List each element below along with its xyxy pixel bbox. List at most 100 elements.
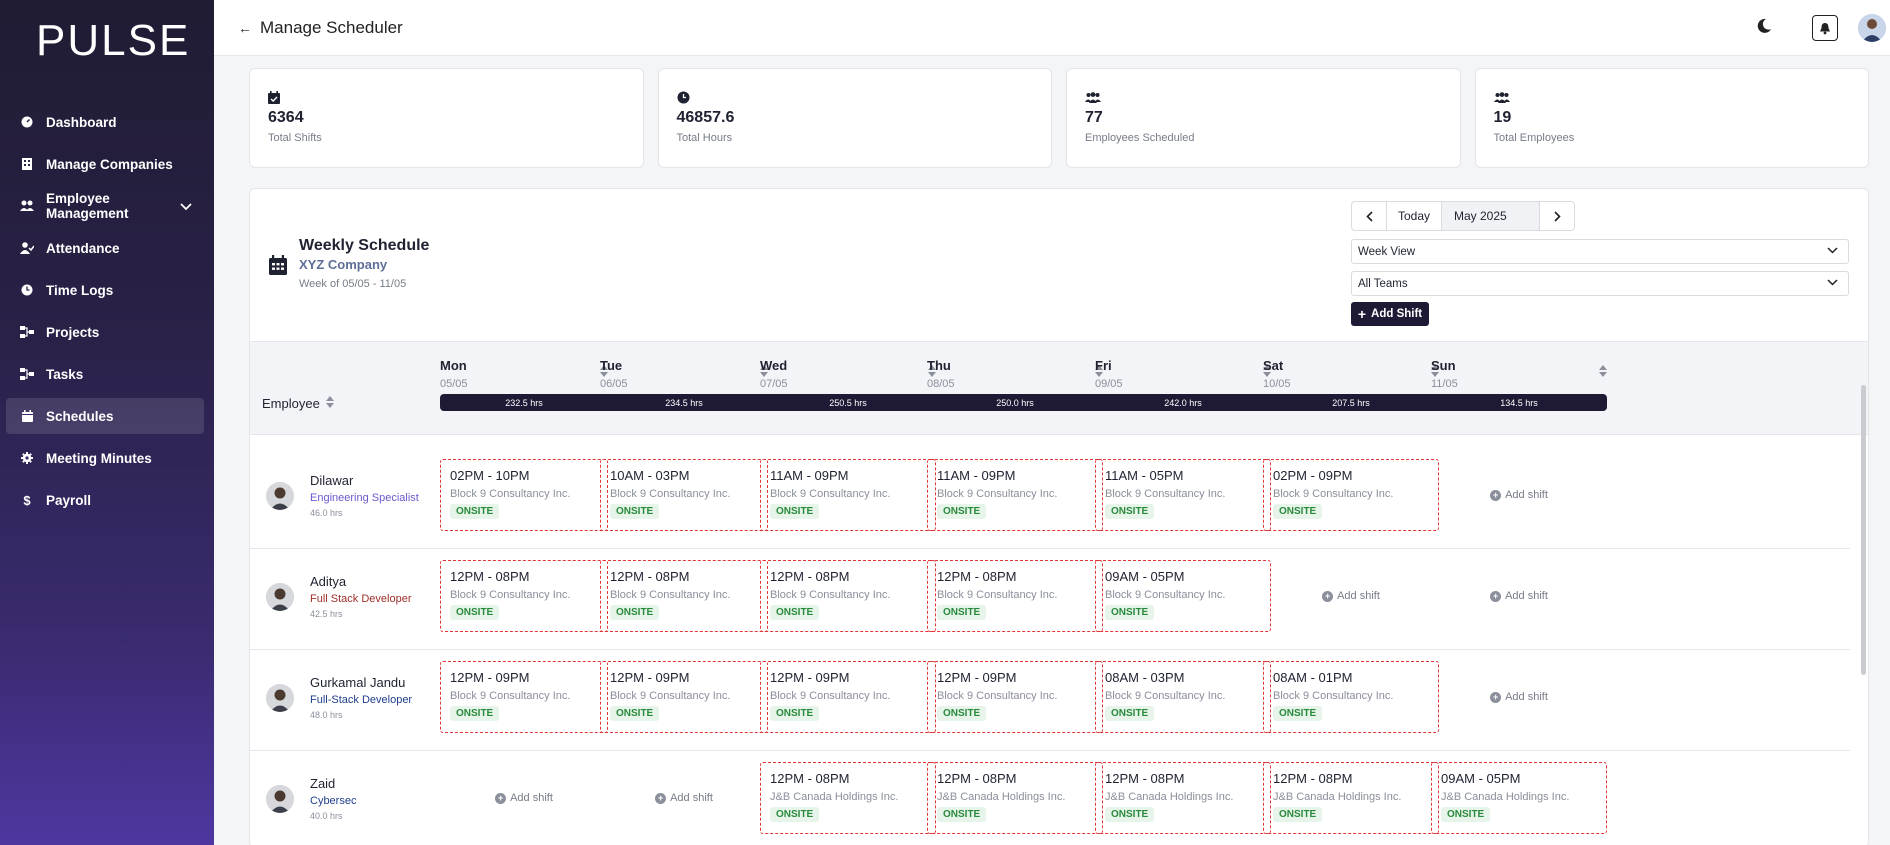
notifications-button[interactable]	[1812, 15, 1838, 41]
sidebar-item-employee-management[interactable]: Employee Management	[6, 188, 204, 224]
shift-card[interactable]: 12PM - 08PM J&B Canada Holdings Inc. ONSIT…	[927, 762, 1103, 834]
sidebar-item-dashboard[interactable]: Dashboard	[6, 104, 204, 140]
onsite-badge: ONSITE	[937, 605, 987, 620]
sort-icon	[1599, 364, 1607, 382]
shift-card[interactable]: 12PM - 09PM Block 9 Consultancy Inc. ONSIT…	[760, 661, 936, 733]
day-header-tue[interactable]: Tue 06/05 234.5 hrs	[600, 358, 768, 411]
shift-card[interactable]: 11AM - 05PM Block 9 Consultancy Inc. ONSIT…	[1095, 459, 1271, 531]
page-title: Manage Scheduler	[260, 18, 403, 37]
shift-time: 12PM - 08PM	[937, 771, 1017, 786]
moon-icon[interactable]	[1756, 18, 1776, 38]
add-shift-cell-button[interactable]: + Add shift	[1263, 560, 1439, 632]
sidebar-item-time-logs[interactable]: Time Logs	[6, 272, 204, 308]
shift-cell: 02PM - 10PM Block 9 Consultancy Inc. ONSIT…	[440, 459, 608, 531]
day-header-sun[interactable]: Sun 11/05 134.5 hrs	[1431, 358, 1607, 411]
sitemap-icon	[20, 367, 34, 381]
employee-column-header[interactable]: Employee	[262, 396, 334, 411]
calendar-check-icon	[268, 91, 282, 105]
day-header-sat[interactable]: Sat 10/05 207.5 hrs	[1263, 358, 1439, 411]
chevron-right-icon	[1553, 210, 1561, 222]
day-header-wed[interactable]: Wed 07/05 250.5 hrs	[760, 358, 936, 411]
day-header-thu[interactable]: Thu 08/05 250.0 hrs	[927, 358, 1103, 411]
shift-card[interactable]: 11AM - 09PM Block 9 Consultancy Inc. ONSIT…	[760, 459, 936, 531]
team-select-value: All Teams	[1358, 277, 1408, 290]
employee-name[interactable]: Dilawar	[310, 473, 354, 488]
shift-company: Block 9 Consultancy Inc.	[937, 488, 1058, 500]
team-select[interactable]: All Teams	[1351, 271, 1849, 296]
user-avatar[interactable]	[1858, 14, 1886, 42]
onsite-badge: ONSITE	[1105, 504, 1155, 519]
shift-card[interactable]: 12PM - 09PM Block 9 Consultancy Inc. ONSIT…	[927, 661, 1103, 733]
onsite-badge: ONSITE	[450, 504, 500, 519]
add-shift-button[interactable]: + Add Shift	[1351, 302, 1429, 326]
employee-name[interactable]: Aditya	[310, 574, 347, 589]
shift-card[interactable]: 08AM - 03PM Block 9 Consultancy Inc. ONSIT…	[1095, 661, 1271, 733]
sidebar-item-projects[interactable]: Projects	[6, 314, 204, 350]
prev-button[interactable]	[1352, 202, 1386, 230]
sidebar-item-schedules[interactable]: Schedules	[6, 398, 204, 434]
stat-value: 19	[1493, 109, 1512, 126]
shift-company: Block 9 Consultancy Inc.	[770, 488, 891, 500]
employee-hours: 46.0 hrs	[310, 508, 343, 518]
onsite-badge: ONSITE	[1105, 807, 1155, 822]
shift-card[interactable]: 02PM - 10PM Block 9 Consultancy Inc. ONSIT…	[440, 459, 608, 531]
shift-card[interactable]: 12PM - 08PM J&B Canada Holdings Inc. ONSIT…	[1095, 762, 1271, 834]
sidebar-item-attendance[interactable]: Attendance	[6, 230, 204, 266]
shift-card[interactable]: 12PM - 09PM Block 9 Consultancy Inc. ONSIT…	[600, 661, 768, 733]
shift-company: Block 9 Consultancy Inc.	[1105, 589, 1226, 601]
shift-time: 09AM - 05PM	[1105, 569, 1185, 584]
employee-role: Full-Stack Developer	[310, 694, 413, 706]
plus-circle-icon: +	[655, 792, 667, 804]
add-shift-cell-button[interactable]: + Add shift	[1431, 459, 1607, 531]
shift-card[interactable]: 12PM - 08PM Block 9 Consultancy Inc. ONSIT…	[760, 560, 936, 632]
shift-card[interactable]: 12PM - 08PM J&B Canada Holdings Inc. ONSIT…	[760, 762, 936, 834]
add-shift-cell-button[interactable]: + Add shift	[440, 762, 608, 834]
shift-card[interactable]: 10AM - 03PM Block 9 Consultancy Inc. ONSIT…	[600, 459, 768, 531]
sidebar-item-tasks[interactable]: Tasks	[6, 356, 204, 392]
sort-icon	[928, 364, 936, 382]
add-shift-cell-button[interactable]: + Add shift	[1431, 560, 1607, 632]
shift-card[interactable]: 09AM - 05PM Block 9 Consultancy Inc. ONSIT…	[1095, 560, 1271, 632]
next-button[interactable]	[1540, 202, 1574, 230]
shift-card[interactable]: 12PM - 08PM Block 9 Consultancy Inc. ONSIT…	[440, 560, 608, 632]
today-button[interactable]: Today	[1386, 202, 1442, 230]
employee-name[interactable]: Zaid	[310, 776, 336, 791]
employee-name[interactable]: Gurkamal Jandu	[310, 675, 406, 690]
shift-card[interactable]: 09AM - 05PM J&B Canada Holdings Inc. ONSIT…	[1431, 762, 1607, 834]
add-shift-cell-button[interactable]: + Add shift	[1431, 661, 1607, 733]
day-header-fri[interactable]: Fri 09/05 242.0 hrs	[1095, 358, 1271, 411]
sidebar-item-label: Attendance	[46, 240, 120, 256]
shift-card[interactable]: 12PM - 08PM J&B Canada Holdings Inc. ONSIT…	[1263, 762, 1439, 834]
scrollbar[interactable]	[1861, 385, 1866, 675]
day-name: Mon	[440, 358, 467, 373]
shift-company: J&B Canada Holdings Inc.	[937, 791, 1066, 803]
employee-role: Cybersec	[310, 795, 357, 807]
schedule-title: Weekly Schedule	[299, 237, 430, 254]
shift-company: Block 9 Consultancy Inc.	[450, 690, 571, 702]
add-shift-cell-button[interactable]: + Add shift	[600, 762, 768, 834]
shift-card[interactable]: 02PM - 09PM Block 9 Consultancy Inc. ONSIT…	[1263, 459, 1439, 531]
shift-card[interactable]: 12PM - 08PM Block 9 Consultancy Inc. ONSIT…	[600, 560, 768, 632]
shift-card[interactable]: 12PM - 08PM Block 9 Consultancy Inc. ONSIT…	[927, 560, 1103, 632]
sidebar-item-label: Employee Management	[46, 191, 129, 221]
chevron-left-icon	[1365, 210, 1373, 222]
shift-card[interactable]: 12PM - 09PM Block 9 Consultancy Inc. ONSIT…	[440, 661, 608, 733]
view-select[interactable]: Week View	[1351, 239, 1849, 264]
shift-card[interactable]: 08AM - 01PM Block 9 Consultancy Inc. ONSIT…	[1263, 661, 1439, 733]
stat-label: Total Employees	[1493, 132, 1575, 144]
sidebar-item-payroll[interactable]: $ Payroll	[6, 482, 204, 518]
sidebar-item-manage-companies[interactable]: Manage Companies	[6, 146, 204, 182]
sort-icon	[1095, 364, 1103, 382]
sort-icon	[1431, 364, 1439, 382]
sidebar-item-meeting-minutes[interactable]: Meeting Minutes	[6, 440, 204, 476]
chevron-down-icon[interactable]	[180, 199, 192, 214]
avatar	[266, 481, 294, 510]
month-picker[interactable]: May 2025	[1442, 202, 1540, 230]
sort-icon	[1263, 364, 1271, 382]
shift-company: Block 9 Consultancy Inc.	[1105, 488, 1226, 500]
shift-card[interactable]: 11AM - 09PM Block 9 Consultancy Inc. ONSIT…	[927, 459, 1103, 531]
onsite-badge: ONSITE	[937, 504, 987, 519]
stat-label: Total Shifts	[268, 132, 322, 144]
day-header-mon[interactable]: Mon 05/05 232.5 hrs	[440, 358, 608, 411]
back-link[interactable]: ← Manage Scheduler	[238, 18, 403, 38]
